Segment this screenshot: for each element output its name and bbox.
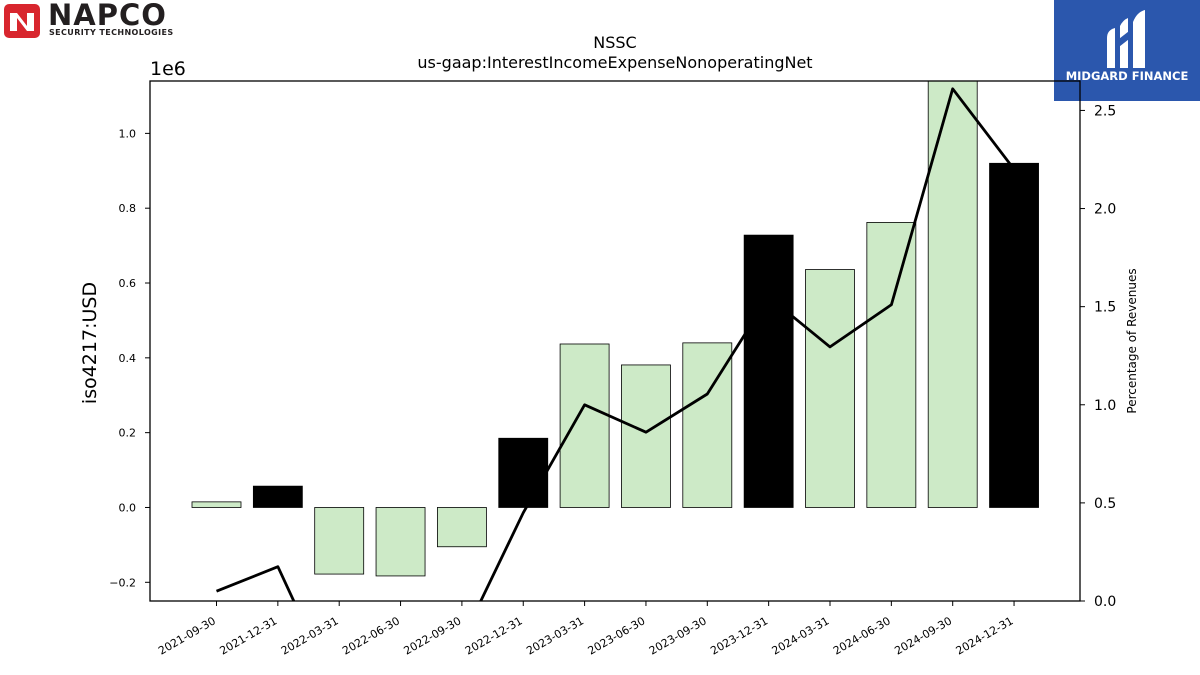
x-tick-label: 2021-09-30 (156, 614, 218, 657)
x-tick-label: 2023-06-30 (586, 614, 648, 657)
x-tick-label: 2023-12-31 (708, 614, 770, 657)
y-axis-label: iso4217:USD (79, 282, 101, 404)
bar-2021-09-30 (191, 501, 242, 508)
x-tick-label: 2024-06-30 (831, 614, 893, 657)
bar-2022-09-30 (436, 507, 487, 548)
y-right-tick-label: 2.0 (1094, 202, 1116, 218)
bar-group (191, 81, 1039, 577)
chart-title: NSSC (593, 33, 636, 52)
x-tick-label: 2023-09-30 (647, 614, 709, 657)
y-right-tick-label: 1.5 (1094, 300, 1116, 316)
napco-logo: NAPCO SECURITY TECHNOLOGIES (4, 0, 210, 40)
revenue-percentage-line (215, 87, 1016, 601)
bar-2024-09-30 (927, 81, 978, 508)
y-tick-label: 0.8 (119, 202, 137, 215)
y-axis-multiplier: 1e6 (150, 58, 186, 80)
x-tick-label: 2022-09-30 (402, 614, 464, 657)
bar-2022-03-31 (314, 507, 365, 575)
chart-subtitle: us-gaap:InterestIncomeExpenseNonoperatin… (417, 53, 812, 72)
y-axis-right-label: Percentage of Revenues (1125, 268, 1139, 413)
napco-tagline: SECURITY TECHNOLOGIES (49, 28, 174, 37)
x-tick-label: 2024-09-30 (892, 614, 954, 657)
left-axis-ticks: −0.2 0.0 0.2 0.4 0.6 0.8 1.0 (109, 127, 150, 589)
y-tick-label: 1.0 (119, 127, 137, 140)
napco-name: NAPCO (48, 0, 167, 32)
bar-2022-06-30 (375, 507, 426, 577)
bar-2021-12-31 (252, 485, 303, 508)
y-tick-label: 0.0 (119, 501, 137, 514)
x-axis-ticks: 2021-09-30 2021-12-31 2022-03-31 2022-06-30… (156, 601, 1016, 658)
bar-2022-12-31 (498, 437, 549, 508)
bar-2024-03-31 (805, 269, 855, 508)
y-right-tick-label: 2.5 (1094, 103, 1116, 119)
napco-mark-n (10, 13, 34, 31)
x-tick-label: 2024-03-31 (770, 614, 832, 657)
bar-2023-12-31 (743, 234, 794, 508)
x-tick-label: 2022-03-31 (279, 614, 341, 657)
y-tick-label: 0.6 (119, 277, 137, 290)
bar-2023-06-30 (621, 364, 671, 508)
x-tick-label: 2021-12-31 (217, 614, 279, 657)
bar-2024-12-31 (989, 162, 1039, 508)
y-right-tick-label: 1.0 (1094, 398, 1116, 414)
plot-frame (149, 80, 1081, 602)
x-tick-label: 2024-12-31 (954, 614, 1016, 657)
y-right-tick-label: 0.0 (1094, 594, 1116, 610)
y-tick-label: 0.4 (119, 352, 137, 365)
midgard-logo: MIDGARD FINANCE (1054, 0, 1200, 101)
bar-2023-03-31 (559, 343, 610, 508)
x-tick-label: 2022-12-31 (463, 614, 525, 657)
y-tick-label: −0.2 (109, 576, 136, 589)
y-right-tick-label: 0.5 (1094, 496, 1116, 512)
bar-2024-06-30 (866, 222, 917, 508)
midgard-name: MIDGARD FINANCE (1065, 69, 1189, 83)
x-tick-label: 2023-03-31 (524, 614, 586, 657)
right-axis-ticks: 0.0 0.5 1.0 1.5 2.0 2.5 (1080, 103, 1116, 610)
midgard-mark-icon (1107, 10, 1145, 68)
napco-mark-icon (4, 4, 40, 38)
x-tick-label: 2022-06-30 (340, 614, 402, 657)
y-tick-label: 0.2 (119, 427, 137, 440)
